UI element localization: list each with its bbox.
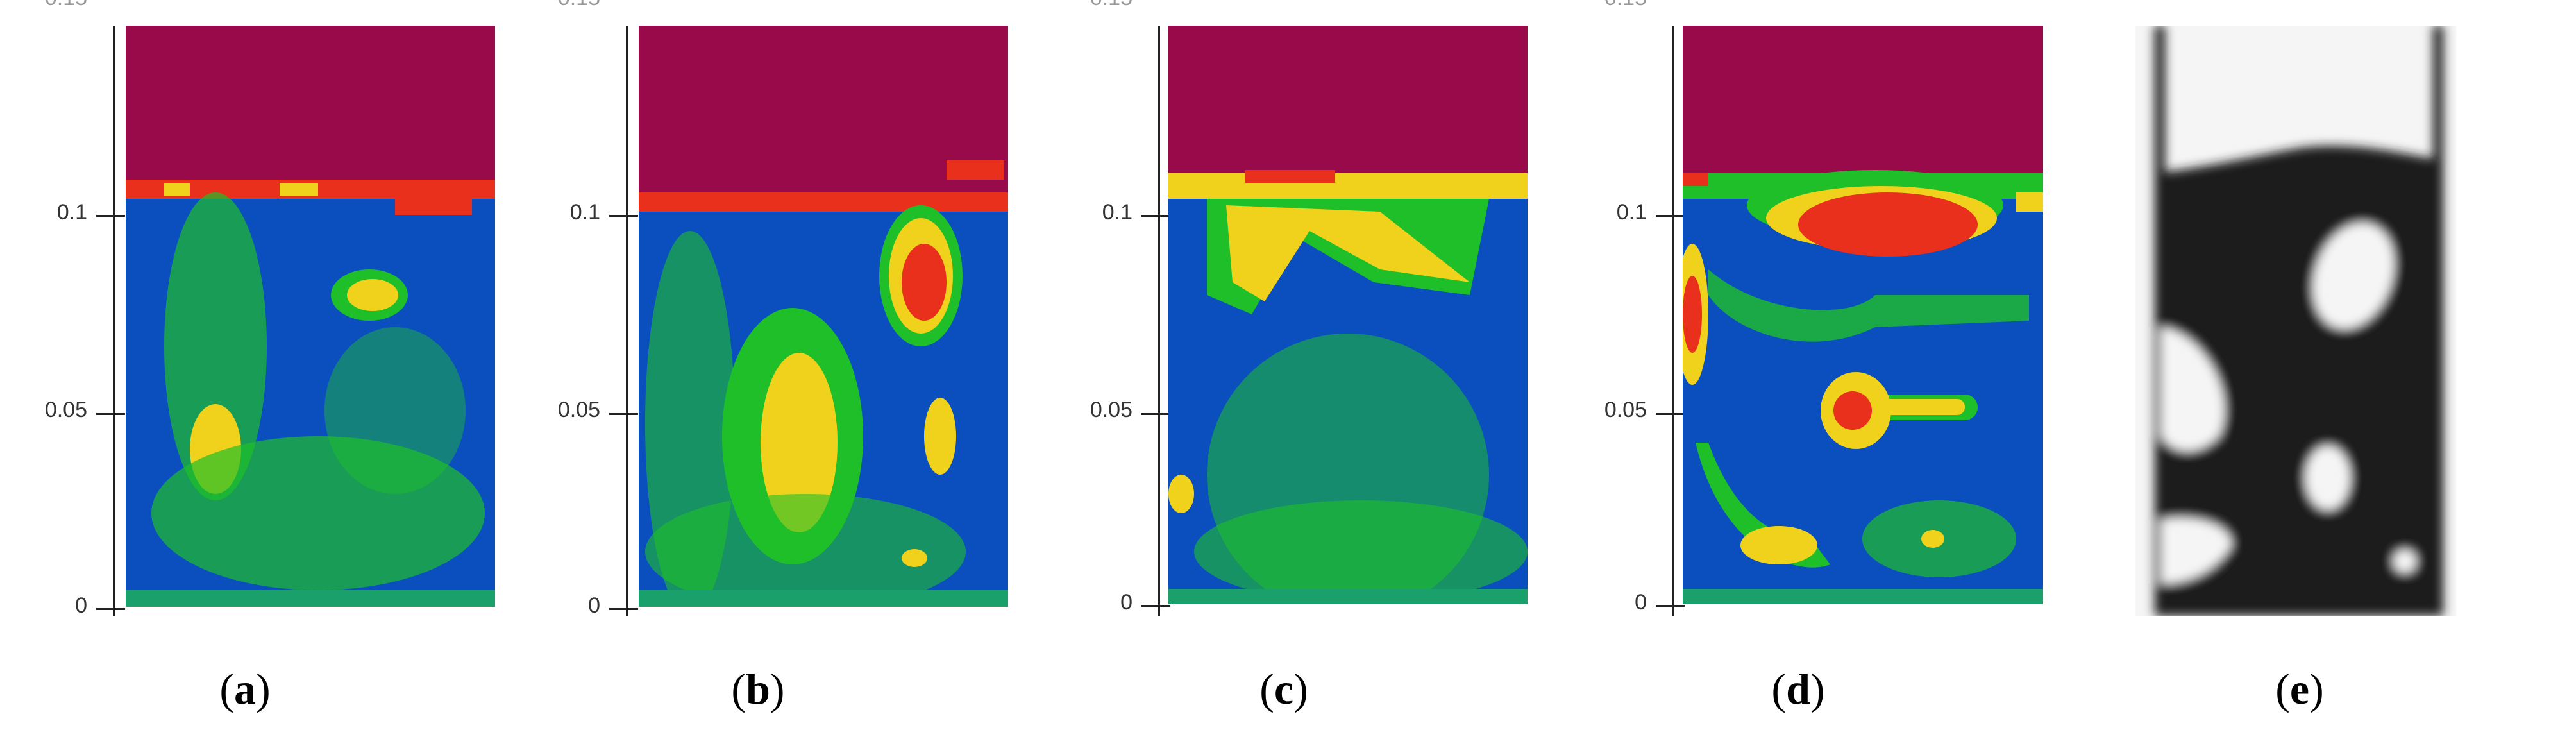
tick-label-0: 0 — [1120, 590, 1132, 615]
volume-fraction-map-a — [126, 26, 495, 607]
tick-label-0: 0 — [1635, 590, 1647, 615]
y-axis-line — [1672, 26, 1674, 616]
caption-a: (a) — [219, 665, 271, 713]
tick-01 — [1656, 215, 1685, 217]
experimental-snapshot-image — [2135, 26, 2456, 616]
tick-label-0: 0 — [75, 593, 87, 618]
caption-letter-d: d — [1786, 665, 1810, 713]
caption-b: (b) — [731, 665, 785, 713]
panel-a: 0 0.05 0.1 0.15 (a) — [0, 0, 513, 730]
tick-005 — [1141, 413, 1170, 415]
tick-label-top: 0.15 — [23, 0, 87, 11]
tick-label-01: 0.1 — [1616, 200, 1647, 225]
y-axis-line — [113, 26, 115, 616]
caption-letter-e: e — [2289, 665, 2310, 713]
tick-label-005: 0.05 — [557, 398, 600, 422]
tick-005 — [1656, 413, 1685, 415]
volume-fraction-map-d — [1683, 26, 2043, 604]
tick-01 — [1141, 215, 1170, 217]
caption-e: (e) — [2275, 665, 2324, 713]
volume-fraction-map-b — [639, 26, 1008, 607]
tick-005 — [96, 413, 125, 415]
y-axis-line — [626, 26, 628, 616]
panel-e: (e) — [2065, 0, 2576, 730]
tick-label-top: 0.15 — [536, 0, 600, 11]
tick-01 — [609, 215, 638, 217]
caption-d: (d) — [1771, 665, 1825, 713]
tick-label-005: 0.05 — [1604, 398, 1647, 422]
caption-letter-a: a — [234, 665, 256, 713]
tick-label-top: 0.15 — [1068, 0, 1132, 11]
caption-c: (c) — [1259, 665, 1308, 713]
tick-label-top: 0.15 — [1583, 0, 1647, 11]
panel-d: 0 0.05 0.1 0.15 (d) — [1539, 0, 2065, 730]
tick-label-005: 0.05 — [1090, 398, 1132, 422]
tick-label-01: 0.1 — [1102, 200, 1132, 225]
tick-0 — [96, 608, 125, 610]
y-axis-line — [1158, 26, 1160, 616]
tick-label-01: 0.1 — [56, 200, 87, 225]
caption-letter-c: c — [1274, 665, 1294, 713]
tick-label-005: 0.05 — [44, 398, 87, 422]
panel-b: 0 0.05 0.1 0.15 (b) — [513, 0, 1026, 730]
volume-fraction-map-c — [1168, 26, 1528, 604]
tick-label-01: 0.1 — [569, 200, 600, 225]
tick-0 — [609, 608, 638, 610]
tick-01 — [96, 215, 125, 217]
tick-label-0: 0 — [588, 593, 600, 618]
tick-0 — [1141, 605, 1170, 607]
tick-0 — [1656, 605, 1685, 607]
panel-c: 0 0.05 0.1 0.15 (c) — [1026, 0, 1539, 730]
caption-letter-b: b — [746, 665, 770, 713]
tick-005 — [609, 413, 638, 415]
